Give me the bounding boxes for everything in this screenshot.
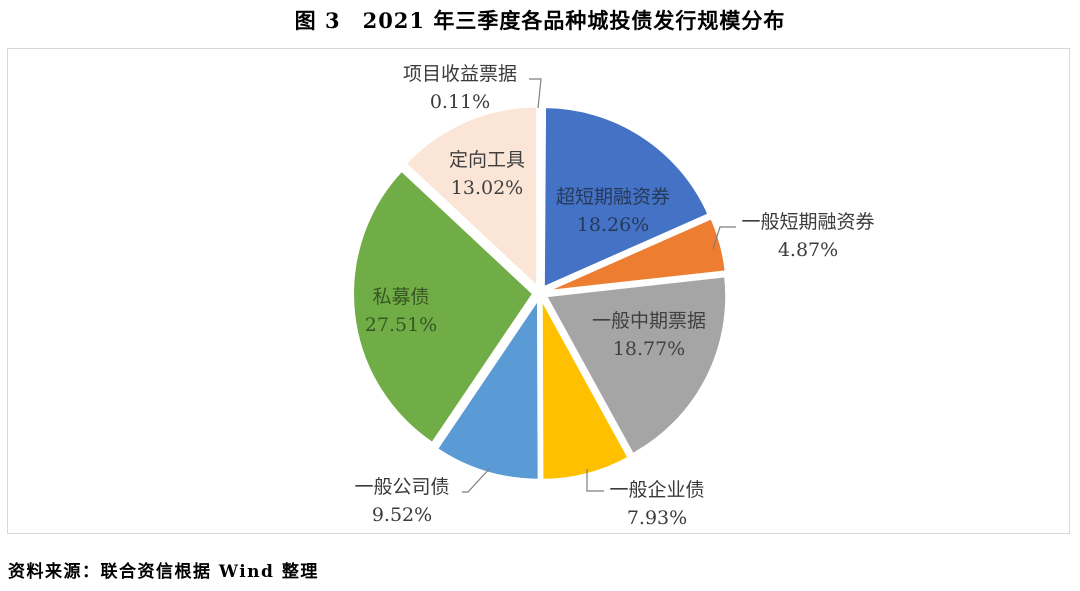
source-note: 资料来源：联合资信根据 Wind 整理 (8, 562, 319, 582)
slice-label-name: 超短期融资券 (555, 186, 671, 208)
pie-slice-0 (539, 104, 543, 287)
pie-slices-group (352, 104, 728, 481)
slice-label-project-revenue-note: 项目收益票据 0.11% (403, 60, 517, 116)
slice-label-name: 定向工具 (448, 149, 526, 171)
slice-label-value: 27.51% (364, 314, 438, 336)
slice-label-value: 18.26% (576, 214, 650, 236)
slice-label-value: 4.87% (777, 239, 839, 261)
slice-label-name: 一般公司债 (354, 476, 450, 498)
slice-label-value: 9.52% (371, 504, 433, 526)
slice-label-general-short-term-cp: 一般短期融资券 4.87% (741, 208, 874, 264)
leader-line-general-enterprise-bond (586, 469, 604, 492)
slice-label-ppn: 定向工具 13.02% (449, 146, 525, 202)
slice-label-general-enterprise-bond: 一般企业债 7.93% (609, 476, 704, 532)
pie-slice-3 (545, 275, 728, 456)
pie-slice-1 (542, 106, 710, 289)
pie-slice-7 (404, 105, 539, 288)
slice-label-value: 18.77% (612, 338, 686, 360)
slice-label-general-mtn: 一般中期票据 18.77% (592, 307, 706, 363)
pie-slice-5 (436, 298, 540, 481)
slice-label-value: 0.11% (429, 91, 491, 113)
leader-line-general-corporate-bond (462, 467, 491, 493)
slice-label-name: 一般企业债 (609, 479, 705, 501)
slice-label-name: 项目收益票据 (402, 63, 518, 85)
slice-label-value: 7.93% (626, 507, 688, 529)
leader-line-project-revenue-note (529, 78, 542, 109)
slice-label-name: 一般短期融资券 (741, 211, 875, 233)
slice-label-value: 13.02% (450, 177, 524, 199)
leader-line-general-short-term-cp (712, 226, 736, 250)
slice-label-name: 私募债 (372, 286, 430, 308)
figure-title: 图 3 2021 年三季度各品种城投债发行规模分布 (294, 8, 786, 33)
slice-label-private-placement-bond: 私募债 27.51% (365, 283, 437, 339)
slice-label-super-short-term-cp: 超短期融资券 18.26% (556, 183, 670, 239)
slice-label-name: 一般中期票据 (591, 310, 707, 332)
pie-slice-2 (545, 217, 727, 293)
slice-label-general-corporate-bond: 一般公司债 9.52% (354, 473, 449, 529)
leader-lines-group (462, 78, 736, 493)
pie-slice-6 (352, 169, 535, 444)
